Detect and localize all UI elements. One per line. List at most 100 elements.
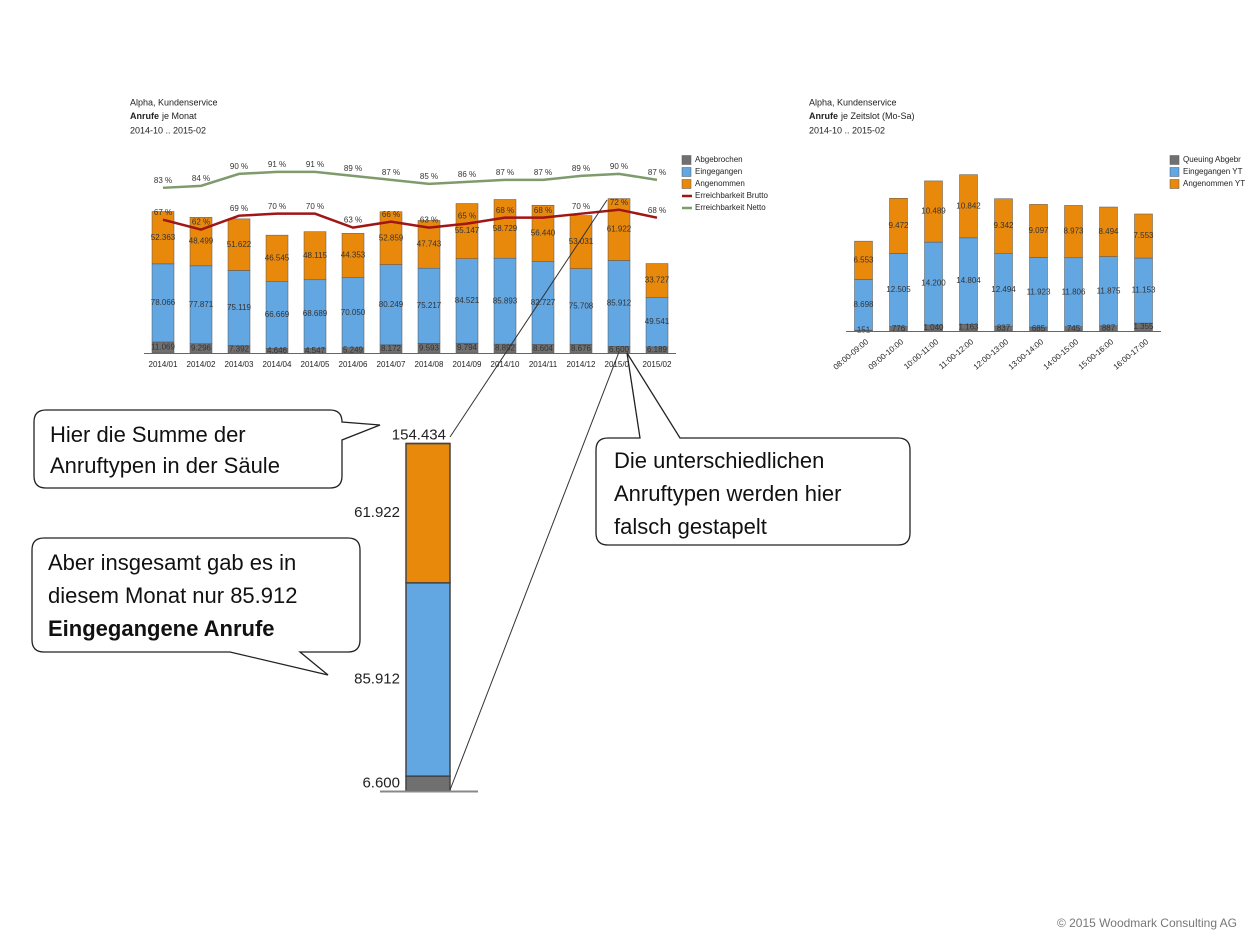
- line-series: [162, 170, 658, 190]
- legend-label: Eingegangen YT: [1183, 167, 1243, 176]
- x-tick-label: 2014/07: [377, 360, 406, 369]
- legend-swatch: [1169, 155, 1180, 165]
- value-label: 11.806: [1062, 287, 1086, 296]
- value-label: 77.871: [189, 300, 214, 309]
- bar-segment: [227, 218, 251, 271]
- bar-segment: [1099, 206, 1118, 257]
- x-tick-label: 2014/09: [453, 360, 482, 369]
- value-label: 8.494: [1098, 227, 1119, 236]
- bar-segment: [531, 204, 555, 262]
- connector: [449, 199, 608, 438]
- bar-segment: [405, 775, 451, 792]
- value-label: 685: [1032, 324, 1046, 333]
- value-label: 745: [1067, 324, 1081, 333]
- value-label: 70 %: [572, 202, 590, 211]
- value-label: 4.646: [267, 346, 288, 355]
- callouts: Hier die Summe der Anruftypen in der Säu…: [31, 352, 911, 676]
- legend-swatch: [1169, 179, 1180, 189]
- legend-label: Abgebrochen: [695, 155, 743, 164]
- legend-swatch: [681, 167, 692, 177]
- legend-label: Queuing Abgebr: [1183, 155, 1241, 164]
- bar-segment: [151, 211, 175, 265]
- bar-segment: [1134, 213, 1153, 259]
- value-label: 68 %: [534, 206, 552, 215]
- value-label: 12.494: [991, 285, 1016, 294]
- value-label: 89 %: [572, 164, 590, 173]
- chart-title-rest: je Monat: [161, 111, 197, 121]
- value-label: 68 %: [496, 206, 514, 215]
- value-label: 6.600: [609, 345, 630, 354]
- value-label: 87 %: [496, 168, 514, 177]
- value-label: 72 %: [610, 198, 628, 207]
- bar-segment: [379, 211, 403, 265]
- x-tick-label: 2014/02: [187, 360, 216, 369]
- value-label: 84.521: [455, 296, 480, 305]
- value-label: 14.804: [956, 276, 981, 285]
- value-label: 46.545: [265, 254, 290, 263]
- x-tick-label: 2014/06: [339, 360, 368, 369]
- value-label: 80.249: [379, 300, 404, 309]
- value-label: 84 %: [192, 174, 210, 183]
- chart-title: Anrufe je Zeitslot (Mo-Sa): [809, 111, 915, 121]
- bar-segment: [994, 198, 1013, 254]
- value-label: 12.505: [886, 285, 911, 294]
- connector: [449, 351, 620, 791]
- value-label: 85.912: [607, 299, 632, 308]
- x-tick-label: 10:00-11:00: [902, 337, 940, 371]
- value-label: 7.392: [229, 344, 250, 353]
- value-label: 11.923: [1027, 287, 1051, 296]
- value-label: 8.973: [1063, 227, 1084, 236]
- value-label: 83 %: [154, 176, 172, 185]
- value-label: 10.489: [921, 207, 946, 216]
- value-label: 85.893: [493, 296, 518, 305]
- value-label: 65 %: [458, 212, 476, 221]
- x-tick-label: 2014/04: [263, 360, 292, 369]
- legend-label: Erreichbarkeit Brutto: [695, 191, 768, 200]
- value-label: 70.050: [341, 308, 366, 317]
- value-label: 11.153: [1132, 286, 1156, 295]
- value-label: 151: [857, 326, 871, 335]
- chart-subtitle: 2014-10 .. 2015-02: [809, 125, 885, 135]
- chart-title-bold: Anrufe: [809, 111, 838, 121]
- value-label: 5.249: [343, 345, 364, 354]
- value-label: 48.115: [303, 251, 327, 260]
- x-tick-label: 15:00-16:00: [1077, 337, 1116, 372]
- x-tick-label: 2014/10: [491, 360, 520, 369]
- bar-segment: [645, 263, 669, 298]
- x-tick-label: 2015/01: [605, 360, 634, 369]
- value-label: 44.353: [341, 251, 366, 260]
- value-label: 55.147: [455, 226, 480, 235]
- x-tick-label: 12:00-13:00: [972, 337, 1011, 372]
- value-label: 49.541: [645, 317, 670, 326]
- value-label: 89 %: [344, 164, 362, 173]
- value-label: 86 %: [458, 170, 476, 179]
- value-label: 4.547: [305, 346, 326, 355]
- value-label: 8.676: [571, 344, 592, 353]
- value-label: 68 %: [648, 206, 666, 215]
- x-tick-label: 16:00-17:00: [1112, 337, 1151, 372]
- value-label: 53.031: [569, 237, 594, 246]
- bar-segment: [1029, 204, 1048, 258]
- x-tick-label: 2014/12: [567, 360, 596, 369]
- value-label: 11.069: [151, 343, 175, 352]
- bar-segment: [405, 442, 451, 584]
- value-label: 75.708: [569, 302, 594, 311]
- callout-text: Hier die Summe der: [50, 422, 246, 447]
- value-label: 62 %: [192, 218, 210, 227]
- value-label: 10.842: [956, 201, 981, 210]
- value-label: 11.875: [1097, 286, 1121, 295]
- x-tick-label: 08:00-09:00: [832, 337, 871, 372]
- chart-title-bold: Anrufe: [130, 111, 159, 121]
- bar-segment: [889, 198, 908, 254]
- footer: © 2015 Woodmark Consulting AG: [1057, 916, 1237, 930]
- value-label: 70 %: [306, 202, 324, 211]
- x-tick-label: 09:00-10:00: [867, 337, 906, 372]
- value-label: 48.499: [189, 237, 214, 246]
- x-tick-label: 2014/01: [149, 360, 178, 369]
- value-label: 52.363: [151, 233, 176, 242]
- bar-segment: [417, 220, 441, 269]
- zoom-connectors: [449, 199, 620, 791]
- x-tick-label: 2014/08: [415, 360, 444, 369]
